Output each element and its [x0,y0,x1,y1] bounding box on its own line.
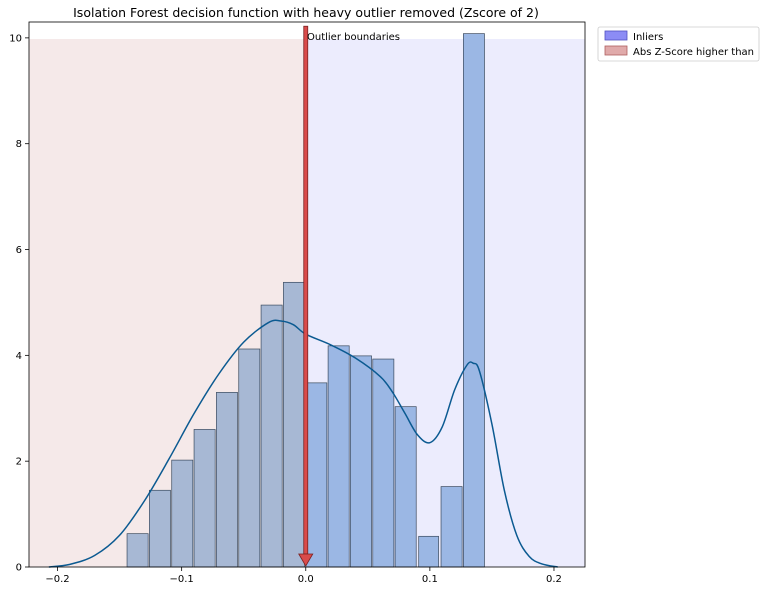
y-axis: 0 2 4 6 8 10 [9,33,29,574]
y-tick-label: 10 [9,33,22,44]
y-tick-label: 2 [16,457,22,468]
kde-line [48,319,558,568]
x-tick-label: 0.1 [422,574,438,585]
histogram-bar-5 [238,348,261,568]
kde-curve [48,319,558,568]
histogram-bar-12 [394,406,417,568]
histogram-bar-14 [440,486,463,568]
histogram-bar-4 [216,392,238,568]
outlier-boundary-marker [298,25,314,567]
histogram-bar-10 [350,355,372,568]
boundary-arrow-head [298,553,314,567]
legend-label-inliers: Inliers [633,32,663,43]
histogram-bars [126,33,485,568]
legend: Inliers Abs Z-Score higher than [597,26,760,62]
background-regions [29,39,585,567]
x-tick-label: −0.1 [170,574,194,585]
histogram-bar-13 [418,535,439,568]
y-tick-label: 0 [16,563,22,574]
histogram-bar-8 [305,382,328,568]
histogram-bar-15 [463,33,485,568]
histogram-bar-0 [126,533,149,568]
boundary-arrow-shaft [303,25,309,555]
x-tick-label: −0.2 [45,574,69,585]
histogram-bar-6 [260,304,283,568]
boundary-label: Outlier boundaries [307,32,400,43]
histogram-bar-9 [327,345,350,568]
plot-area: Outlier boundaries [28,21,586,568]
histogram-bar-3 [193,429,216,568]
plot-frame [28,21,586,568]
y-tick-label: 4 [16,351,22,362]
histogram-bar-1 [149,489,171,568]
histogram-bar-2 [171,459,194,568]
y-tick-label: 6 [16,245,22,256]
y-tick-label: 8 [16,139,22,150]
x-tick-label: 0.0 [298,574,314,585]
legend-label-abs-zscore: Abs Z-Score higher than [633,47,754,58]
x-tick-label: 0.2 [546,574,562,585]
legend-swatch-inliers [604,30,628,41]
legend-frame [597,26,760,62]
x-axis: −0.2 −0.1 0.0 0.1 0.2 [45,567,562,585]
legend-swatch-abs-zscore [604,45,628,56]
chart-title: Isolation Forest decision function with … [73,5,539,20]
